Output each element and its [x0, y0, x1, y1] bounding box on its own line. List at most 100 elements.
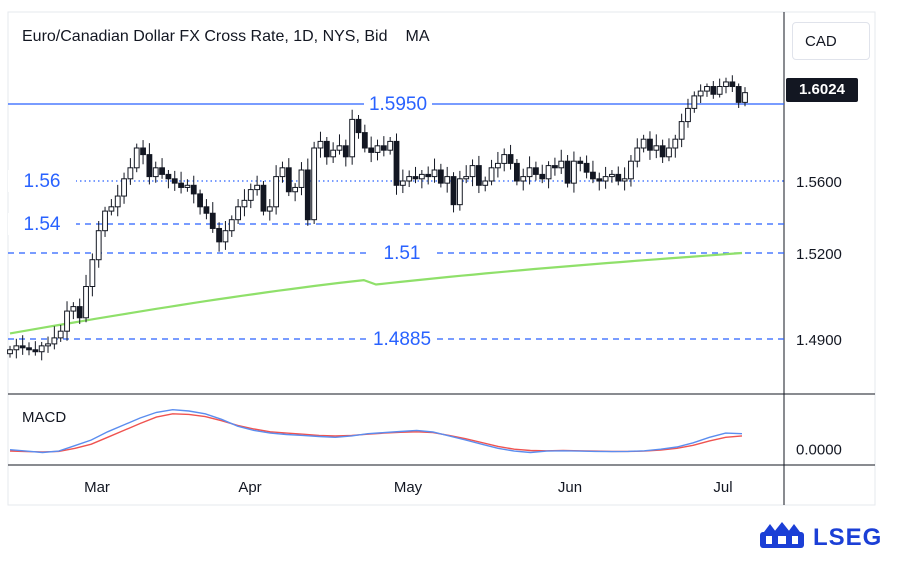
candle-body: [475, 165, 482, 186]
axes: 1.5600 1.5200 1.4900 0.0000 Mar Apr May Jun Jul: [84, 174, 842, 496]
candle-body: [685, 107, 691, 123]
candle-body: [533, 167, 539, 175]
title-text: Euro/Canadian Dollar FX Cross Rate, 1D, …: [22, 28, 388, 45]
candle-body: [418, 173, 425, 180]
level-label-3: 1.51: [384, 243, 421, 264]
candle-body: [469, 165, 476, 178]
x-tick-label: Mar: [84, 479, 110, 496]
candle-body: [298, 169, 305, 188]
candle-body: [159, 167, 165, 175]
price-tick-label: 1.5600: [796, 174, 842, 191]
price-tick-label: 1.5200: [796, 246, 842, 263]
candle-body: [140, 147, 146, 156]
candle-body: [178, 182, 184, 188]
candle-body: [228, 219, 235, 232]
candle-body: [697, 90, 704, 97]
candle-body: [571, 160, 577, 184]
x-tick-label: May: [394, 479, 423, 496]
price-tick-label: 1.4900: [796, 332, 842, 349]
level-label-1: 1.56: [24, 171, 61, 192]
candle-body: [285, 167, 292, 193]
candle-body: [609, 173, 615, 178]
candle-body: [38, 345, 45, 353]
candle-body: [526, 167, 533, 178]
candle-body: [146, 154, 153, 178]
candle-body: [564, 160, 571, 184]
candle-body: [710, 86, 717, 95]
candle-body: [355, 118, 362, 134]
level-label-bg-1: [8, 170, 76, 192]
candle-body: [95, 230, 102, 261]
chart-title: Euro/Canadian Dollar FX Cross Rate, 1D, …: [22, 28, 429, 46]
candle-body: [596, 178, 603, 182]
candle-body: [184, 184, 191, 188]
candle-body: [304, 169, 311, 221]
candle-body: [127, 167, 134, 180]
candle-body: [368, 147, 375, 153]
candle-body: [349, 118, 356, 158]
candle-body: [247, 189, 254, 201]
candle-body: [102, 210, 108, 232]
last-price-badge: 1.6024: [786, 78, 858, 102]
candle-body: [292, 186, 299, 193]
candle-body: [279, 167, 286, 178]
candle-body: [76, 306, 83, 319]
candle-body: [672, 138, 679, 149]
macd-label: MACD: [22, 409, 67, 426]
candle-body: [716, 86, 723, 95]
lseg-logo-icon: [760, 522, 804, 548]
level-label-bg-0: [364, 93, 432, 115]
candle-body: [456, 178, 463, 206]
chart-border: [7, 11, 876, 506]
chart-frame: [7, 11, 876, 506]
candle-body: [577, 160, 584, 164]
candle-body: [640, 138, 647, 149]
candle-body: [552, 165, 558, 169]
candle-body: [165, 173, 172, 180]
candle-body: [437, 169, 444, 184]
indicator-label[interactable]: MA: [405, 28, 430, 45]
candle-body: [260, 184, 267, 212]
candle-body: [387, 140, 394, 151]
candle-body: [222, 230, 229, 243]
candle-body: [482, 180, 489, 186]
candle-body: [311, 147, 318, 221]
candle-body: [425, 173, 432, 178]
candle-body: [634, 147, 641, 162]
candle-body: [615, 173, 622, 182]
candle-body: [209, 212, 216, 229]
candle-body: [735, 86, 742, 103]
candle-body: [647, 138, 653, 151]
candle-body: [412, 176, 419, 180]
candle-body: [488, 167, 495, 182]
candle-body: [520, 176, 527, 182]
candle-body: [539, 173, 546, 180]
candle-body: [32, 349, 39, 353]
candle-body: [57, 330, 64, 339]
candle-body: [361, 132, 368, 149]
level-label-bg-2: [8, 213, 76, 235]
candle-body: [330, 149, 337, 158]
candle-body: [406, 176, 413, 182]
candles: [7, 75, 748, 361]
level-lines: 1.5950 1.56 1.54 1.51 1.4885: [8, 93, 784, 350]
candle-body: [729, 81, 736, 88]
brand-name: LSEG: [813, 524, 883, 551]
candle-body: [7, 349, 13, 355]
currency-selector[interactable]: CAD: [792, 22, 870, 60]
level-label-2: 1.54: [24, 214, 61, 235]
candle-body: [70, 306, 77, 312]
candle-body: [653, 145, 660, 151]
candle-body: [399, 180, 406, 186]
candle-body: [133, 147, 140, 169]
candle-body: [266, 206, 273, 212]
candle-body: [203, 206, 210, 214]
candle-body: [114, 195, 121, 208]
candle-body: [342, 145, 349, 158]
candle-body: [13, 345, 20, 351]
candle-body: [190, 184, 197, 195]
candle-body: [380, 145, 387, 151]
candle-body: [678, 121, 685, 140]
level-label-bg-4: [368, 328, 436, 350]
